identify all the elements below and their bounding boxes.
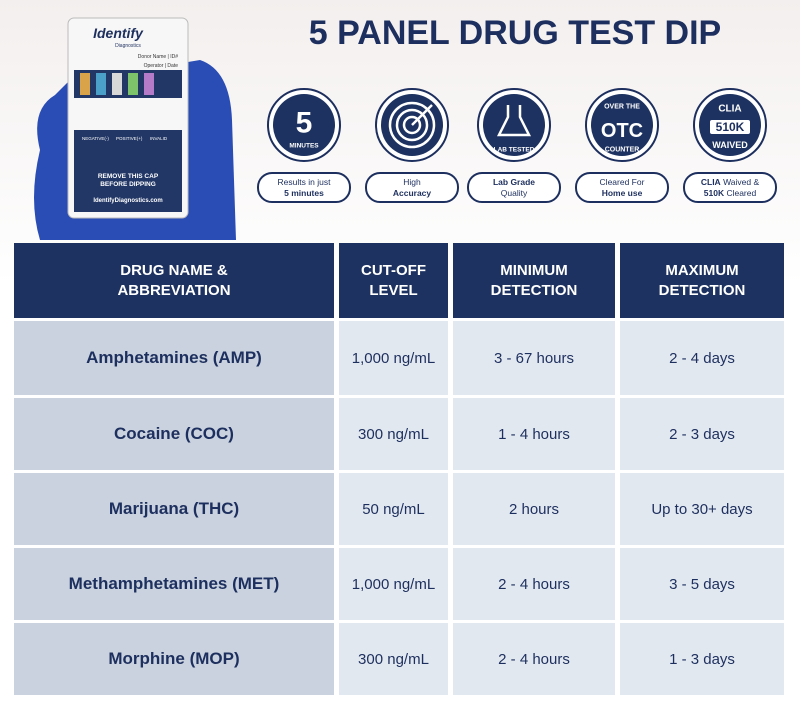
header-text: DETECTION (658, 281, 746, 299)
instruction-panel (74, 130, 182, 212)
table-cell: 1 - 3 days (620, 623, 784, 695)
badge-icon-text: MINUTES (289, 142, 319, 149)
caption-line: Accuracy (393, 188, 431, 199)
target-ring (402, 115, 422, 135)
table-cell: 3 - 67 hours (453, 321, 615, 395)
brand-sub: Diagnostics (115, 43, 141, 49)
form-field: Donor Name | ID# (138, 54, 178, 60)
caption-text: Home use (601, 187, 643, 198)
cap-note: REMOVE THIS CAP (98, 173, 159, 180)
caption-text: High (403, 176, 421, 187)
header-text: CUT-OFF (361, 261, 426, 279)
badge-icon-text: WAIVED (712, 140, 748, 150)
badge-disc (273, 94, 335, 156)
badge-icon-text: 510K (716, 120, 745, 134)
header-text: LEVEL (369, 281, 418, 299)
header-cell: CUT-OFF LEVEL (339, 243, 448, 318)
table-cell: 300 ng/mL (339, 623, 448, 695)
table-cell: 50 ng/mL (339, 473, 448, 545)
badge-disc (483, 94, 545, 156)
caption-line: High (403, 177, 420, 188)
target-ring (388, 101, 436, 149)
caption-line: Cleared For (600, 177, 645, 188)
badge-caption: Lab Grade Quality (467, 172, 561, 203)
flask (496, 105, 532, 137)
badge-caption: Cleared For Home use (575, 172, 669, 203)
table-cell: Cocaine (COC) (14, 398, 334, 470)
caption-line: 5 minutes (284, 188, 324, 199)
caption-text: Waived & (720, 176, 760, 187)
device-url: IdentifyDiagnostics.com (93, 198, 162, 204)
table-cell: 2 hours (453, 473, 615, 545)
cap-note: BEFORE DIPPING (100, 181, 156, 188)
table-cell: Up to 30+ days (620, 473, 784, 545)
caption-text: Quality (500, 187, 528, 198)
header-cell: DRUG NAME & ABBREVIATION (14, 243, 334, 318)
label-box (710, 120, 750, 134)
header-text: MINIMUM (500, 261, 568, 279)
target-ring (395, 108, 429, 142)
caption-line: Quality (501, 188, 527, 199)
caption-text: Accuracy (392, 187, 432, 198)
caption-text: Cleared For (599, 176, 645, 187)
header-text: ABBREVIATION (117, 281, 231, 299)
table-cell: 1,000 ng/mL (339, 548, 448, 620)
table-cell: 300 ng/mL (339, 398, 448, 470)
result-label: POSITIVE(+) (116, 136, 143, 141)
header-text: DRUG NAME & (120, 261, 228, 279)
caption-line: CLIA Waived & (701, 177, 759, 188)
table-cell: 3 - 5 days (620, 548, 784, 620)
header-text: DETECTION (490, 281, 578, 299)
caption-text: Results in just (277, 176, 331, 187)
badge-icon-text: OTC (601, 120, 643, 142)
badge-icon-text: OVER THE (604, 103, 640, 110)
table-cell: 2 - 4 hours (453, 623, 615, 695)
caption-text: Lab Grade (492, 176, 536, 187)
badge-caption: Results in just 5 minutes (257, 172, 351, 203)
caption-text: 510K (703, 187, 725, 198)
badge-icon-text: CLIA (718, 104, 741, 115)
table-cell: Marijuana (THC) (14, 473, 334, 545)
badge-caption: High Accuracy (365, 172, 459, 203)
badge-icon-text: LAB TESTED (494, 146, 535, 153)
table-cell: 2 - 4 days (620, 321, 784, 395)
result-label: NEGATIVE(-) (82, 136, 109, 141)
caption-line: Lab Grade (493, 177, 535, 188)
caption-text: 5 minutes (284, 187, 324, 198)
table-cell: 2 - 4 hours (453, 548, 615, 620)
caption-text: CLIA (700, 176, 721, 187)
badge-icon-text: 5 (296, 107, 313, 140)
brand: Identify (93, 25, 144, 41)
caption-line: Results in just (278, 177, 331, 188)
caption-line: Home use (602, 188, 643, 199)
result-label: INVALID (150, 136, 168, 141)
artwork: Identify Diagnostics Donor Name | ID# Opera… (34, 17, 767, 240)
header-cell: MAXIMUM DETECTION (620, 243, 784, 318)
table-cell: 1,000 ng/mL (339, 321, 448, 395)
header-cell: MINIMUM DETECTION (453, 243, 615, 318)
target-arrow (411, 104, 433, 126)
table-cell: Morphine (MOP) (14, 623, 334, 695)
table-cell: Amphetamines (AMP) (14, 321, 334, 395)
title: 5 PANEL DRUG TEST DIP (308, 14, 722, 52)
caption-line: 510K Cleared (704, 188, 756, 199)
form-field: Operator | Date (144, 63, 179, 69)
table-cell: Methamphetamines (MET) (14, 548, 334, 620)
caption-text: Cleared (724, 187, 757, 198)
table-cell: 2 - 3 days (620, 398, 784, 470)
badge-disc (591, 94, 653, 156)
header-text: MAXIMUM (665, 261, 739, 279)
badge-caption: CLIA Waived & 510K Cleared (683, 172, 777, 203)
badge-icon-text: COUNTER (605, 146, 640, 153)
table-cell: 1 - 4 hours (453, 398, 615, 470)
